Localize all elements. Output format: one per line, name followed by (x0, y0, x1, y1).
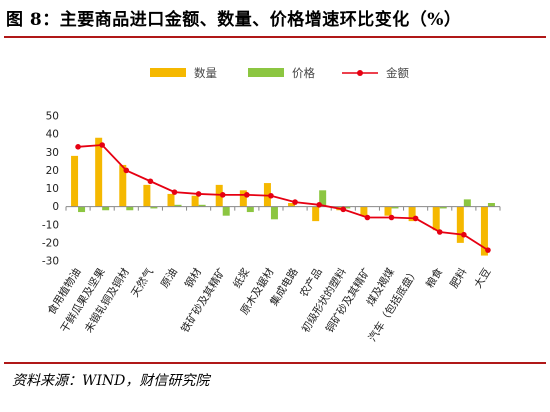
amount-point (75, 144, 81, 150)
bar-quantity (95, 137, 103, 207)
category-label: 原油 (158, 266, 180, 291)
bar-price (198, 204, 206, 207)
bar-price (343, 206, 351, 209)
bar-quantity (408, 206, 416, 222)
legend-label-quantity: 数量 (194, 66, 217, 80)
bar-price (487, 203, 495, 207)
bar-quantity (288, 203, 296, 207)
amount-point (485, 247, 491, 253)
legend-swatch-price (248, 68, 284, 77)
category-label: 天然气 (128, 265, 156, 299)
source-rule (4, 362, 546, 364)
bar-price (463, 199, 471, 207)
bar-price (319, 190, 327, 207)
amount-point (340, 206, 347, 213)
y-tick-label: 30 (46, 147, 59, 159)
bar-quantity (456, 206, 464, 243)
bar-quantity (119, 164, 127, 207)
amount-point (219, 192, 226, 198)
bar-price (78, 206, 86, 213)
amount-point (388, 214, 395, 221)
y-tick-label: 20 (46, 165, 59, 177)
chart: 数量 价格 金额 50 40 30 20 10 0 -10 -20 -30 食用植物油干鲜瓜果及… (42, 66, 501, 344)
bar-quantity (360, 206, 368, 216)
amount-point (268, 192, 274, 199)
amount-point (436, 229, 443, 235)
bar-quantity (432, 206, 440, 231)
y-tick-label: -30 (42, 256, 59, 268)
amount-point (461, 231, 467, 238)
source-note: 资料来源：WIND，财信研究院 (12, 373, 210, 389)
category-label: 钢材 (182, 265, 204, 290)
amount-point (171, 189, 178, 195)
bar-price (126, 206, 134, 211)
bar-price (391, 206, 399, 209)
y-axis: 50 40 30 20 10 0 -10 -20 -30 (42, 111, 59, 268)
bar-quantity (143, 184, 151, 207)
bar-price (439, 206, 447, 209)
legend: 数量 价格 金额 (150, 66, 409, 80)
legend-swatch-amount-marker (357, 70, 363, 76)
bar-quantity (167, 193, 175, 207)
bar-quantity (384, 206, 392, 216)
category-label: 肥料 (447, 265, 469, 290)
bar-quantity (480, 206, 488, 256)
y-tick-label: -20 (42, 237, 59, 249)
bar-quantity (312, 206, 320, 222)
bars (71, 137, 495, 256)
bar-price (174, 204, 182, 207)
bar-quantity (191, 195, 199, 207)
amount-point (147, 178, 154, 185)
y-tick-label: 0 (52, 201, 59, 213)
x-axis (65, 206, 501, 211)
amount-series-line (77, 144, 489, 251)
category-label: 铁矿砂及其精矿 (178, 266, 228, 335)
amount-point (292, 199, 298, 205)
bar-price (150, 206, 158, 209)
amount-point (364, 214, 371, 221)
amount-point (244, 192, 250, 198)
y-tick-label: 40 (46, 129, 59, 141)
legend-swatch-quantity (150, 68, 186, 77)
amount-point (316, 202, 322, 208)
amount-point (412, 215, 419, 222)
title-rule (4, 36, 546, 38)
amount-line (75, 142, 491, 253)
legend-label-amount: 金额 (386, 66, 409, 80)
bar-quantity (71, 155, 79, 207)
y-tick-label: 50 (46, 111, 59, 123)
category-label: 纸浆 (230, 265, 252, 290)
category-label: 粮食 (423, 265, 445, 290)
amount-point (123, 167, 130, 174)
chart-title: 图 8：主要商品进口金额、数量、价格增速环比变化（%） (6, 10, 462, 30)
y-tick-label: -10 (42, 219, 59, 231)
y-tick-label: 10 (46, 183, 59, 195)
amount-point (195, 191, 202, 197)
bar-quantity (215, 184, 223, 207)
bar-price (222, 206, 230, 216)
category-label: 大豆 (471, 266, 493, 291)
amount-point (99, 142, 105, 148)
bar-price (246, 206, 254, 213)
bar-price (102, 206, 110, 211)
bar-price (270, 206, 278, 220)
bar-quantity (239, 190, 247, 207)
legend-label-price: 价格 (292, 66, 315, 80)
